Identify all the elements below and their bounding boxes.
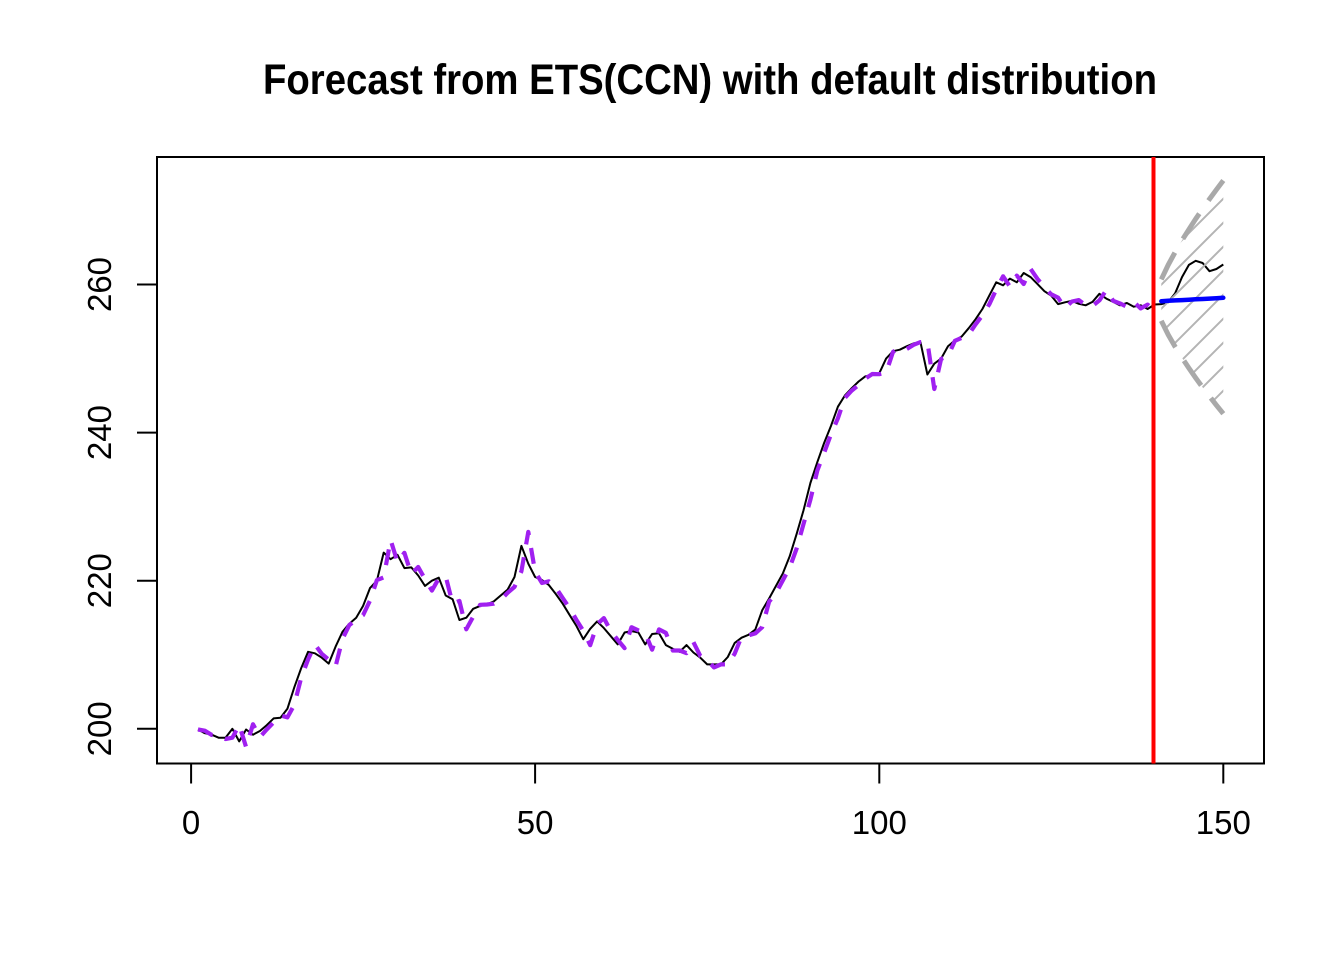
svg-text:220: 220 (81, 553, 118, 608)
svg-text:200: 200 (81, 701, 118, 756)
svg-text:0: 0 (182, 804, 200, 841)
svg-text:50: 50 (517, 804, 554, 841)
svg-text:150: 150 (1196, 804, 1251, 841)
svg-text:100: 100 (852, 804, 907, 841)
svg-text:Forecast from ETS(CCN) with de: Forecast from ETS(CCN) with default dist… (263, 56, 1157, 104)
svg-text:260: 260 (81, 257, 118, 312)
svg-text:240: 240 (81, 405, 118, 460)
